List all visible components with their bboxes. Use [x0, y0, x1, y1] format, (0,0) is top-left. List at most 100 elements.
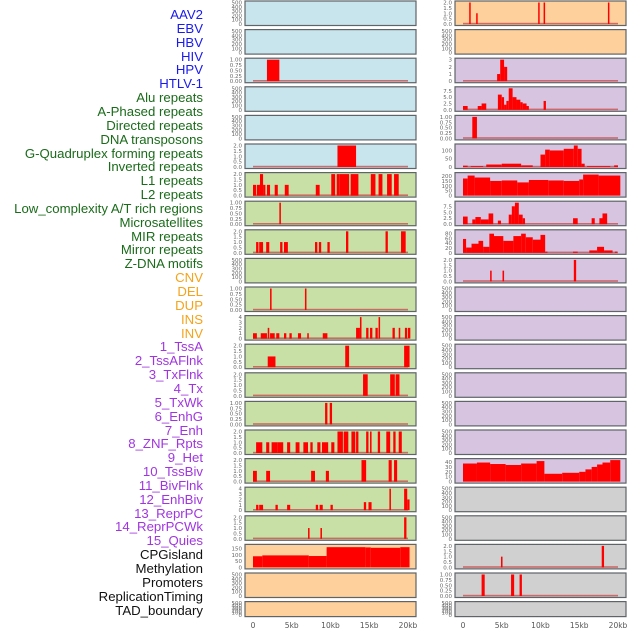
y-tick-label: 200	[232, 608, 243, 614]
panel-background	[244, 286, 417, 313]
data-bar	[475, 217, 481, 225]
y-tick-label: 200	[442, 328, 453, 334]
y-tick-label: 0.5	[233, 188, 242, 194]
data-bar	[505, 464, 522, 482]
track-panel: 0.00.51.01.52.0	[443, 0, 627, 28]
data-bar	[276, 333, 280, 339]
data-bar	[395, 374, 400, 396]
y-tick-label: 2.0	[233, 430, 242, 436]
data-bar	[525, 237, 533, 253]
data-bar	[581, 163, 585, 167]
y-tick-label: 0.0	[443, 279, 452, 285]
y-tick-label: 0.50	[230, 297, 243, 303]
legend-label: Z-DNA motifs	[124, 256, 203, 272]
y-tick-label: 100	[442, 361, 453, 367]
data-bar	[538, 2, 540, 24]
y-tick-label: 0	[449, 508, 453, 514]
panel-background	[244, 372, 417, 398]
y-tick-label: 0.5	[233, 474, 242, 480]
data-bar	[577, 148, 582, 167]
y-tick-label: 1.5	[443, 549, 452, 555]
data-bar	[500, 59, 505, 82]
x-tick-label: 20kb	[399, 621, 418, 630]
y-tick-label: 300	[442, 606, 453, 612]
legend-label: MIR repeats	[131, 228, 203, 244]
baseline	[463, 108, 618, 111]
y-tick-label: 300	[442, 381, 453, 387]
data-bar	[330, 504, 333, 511]
panel-background	[244, 257, 417, 284]
track-panel: 0.00.51.01.52.0	[233, 372, 417, 400]
legend-label: G-Quadruplex forming repeats	[24, 145, 203, 161]
y-tick-label: 1.0	[233, 240, 242, 246]
data-bar	[500, 556, 503, 568]
y-tick-label: 1.5	[233, 235, 242, 241]
track-panel: 0.02.55.07.5	[443, 86, 627, 114]
y-tick-label: 400	[232, 33, 243, 39]
legend-label: 11_BivFlnk	[138, 477, 203, 493]
data-bar	[404, 345, 410, 368]
y-tick-label: 100	[232, 553, 243, 559]
y-tick-label: 400	[442, 33, 453, 39]
y-tick-label: 1.0	[443, 11, 452, 17]
data-bar	[481, 103, 487, 110]
data-bar	[370, 174, 376, 196]
y-tick-label: 200	[232, 585, 243, 591]
y-tick-label: 400	[232, 91, 243, 97]
panel-background	[244, 572, 417, 599]
data-bar	[591, 218, 595, 225]
data-bar	[480, 219, 489, 225]
data-bar	[346, 231, 349, 253]
baseline	[253, 480, 408, 482]
data-bar	[287, 504, 291, 511]
data-bar	[277, 442, 284, 453]
y-tick-label: 200	[442, 385, 453, 391]
y-tick-label: 0.5	[233, 360, 242, 366]
data-bar	[504, 66, 508, 82]
data-bar	[598, 175, 621, 196]
panel-background	[244, 229, 417, 255]
legend-label: Inverted repeats	[107, 159, 203, 175]
y-tick-label: 500	[442, 287, 453, 293]
data-bar	[512, 97, 517, 110]
data-bar	[506, 100, 509, 110]
data-bar	[488, 213, 494, 225]
track-panel: 0.000.250.500.751.00	[440, 572, 627, 600]
y-tick-label: 2.0	[443, 544, 452, 550]
y-tick-label: 500	[232, 115, 243, 121]
y-tick-label: 0.00	[440, 594, 453, 600]
y-tick-label: 0.0	[233, 165, 242, 171]
y-tick-label: 400	[232, 577, 243, 583]
y-tick-label: 100	[442, 46, 453, 52]
data-bar	[363, 374, 368, 396]
data-bar	[511, 574, 515, 596]
data-bar	[339, 174, 350, 196]
data-bar	[471, 243, 479, 253]
y-tick-label: 1.0	[233, 526, 242, 532]
y-tick-label: 300	[232, 267, 243, 273]
track-panel: 0.00.51.01.52.0	[443, 543, 627, 571]
data-bar	[320, 528, 322, 539]
data-bar	[516, 99, 521, 110]
data-bar	[483, 246, 490, 253]
track-panel: 0.00.51.01.52.0	[233, 515, 417, 543]
data-bar	[481, 574, 485, 596]
y-tick-label: 500	[232, 601, 243, 607]
legend-label: DUP	[175, 297, 203, 313]
y-tick-label: 400	[232, 604, 243, 610]
data-bar	[270, 288, 272, 310]
data-bar	[256, 184, 260, 196]
track-panel: 0.00.51.01.52.0	[233, 343, 417, 371]
data-bar	[476, 13, 478, 24]
data-bar	[614, 251, 618, 253]
legend-label: 1_TssA	[159, 339, 203, 355]
data-bar	[259, 174, 264, 196]
legend-label: DNA transposons	[100, 131, 203, 147]
baseline	[463, 137, 618, 139]
